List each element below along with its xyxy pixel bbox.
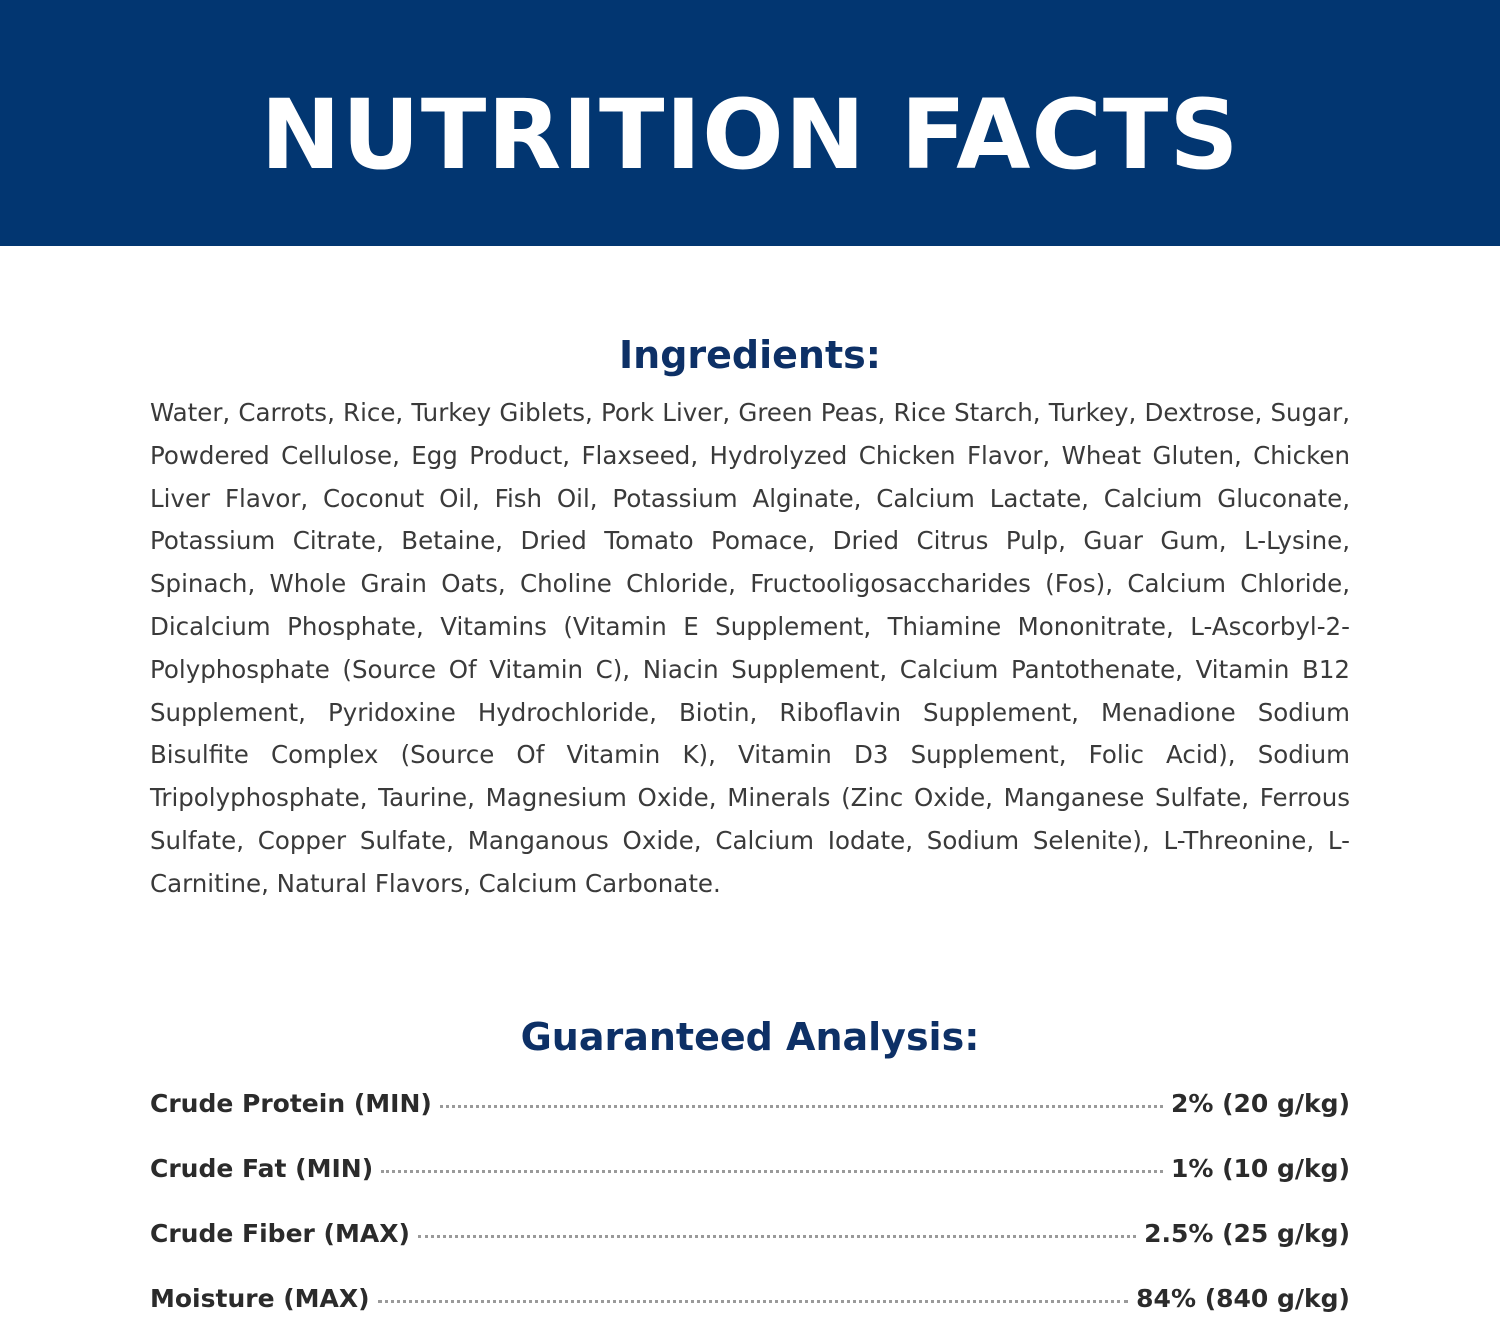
nutrient-value: 2.5% (25 g/kg) [1144,1219,1350,1248]
dot-leader [439,1105,1163,1108]
header-banner: NUTRITION FACTS [0,0,1500,246]
nutrient-value: 1% (10 g/kg) [1170,1154,1350,1183]
analysis-row: Moisture (MAX) 84% (840 g/kg) [150,1279,1350,1344]
nutrient-label: Crude Fat (MIN) [150,1154,374,1183]
page: NUTRITION FACTS Ingredients: Water, Carr… [0,0,1500,1313]
nutrient-value: 84% (840 g/kg) [1136,1284,1350,1313]
page-title: NUTRITION FACTS [260,79,1240,191]
dot-leader [377,1300,1129,1303]
analysis-heading: Guaranteed Analysis: [520,1015,980,1059]
dot-leader [381,1170,1163,1173]
analysis-row: Crude Fat (MIN) 1% (10 g/kg) [150,1149,1350,1214]
dot-leader [417,1235,1137,1238]
nutrient-label: Crude Protein (MIN) [150,1089,432,1118]
analysis-table: Crude Protein (MIN) 2% (20 g/kg) Crude Fat… [150,1084,1350,1344]
ingredients-text: Water, Carrots, Rice, Turkey Giblets, Po… [150,398,1350,898]
nutrient-label: Moisture (MAX) [150,1284,370,1313]
ingredients-heading: Ingredients: [619,333,881,377]
nutrient-label: Crude Fiber (MAX) [150,1219,410,1248]
nutrient-value: 2% (20 g/kg) [1170,1089,1350,1118]
analysis-row: Crude Fiber (MAX) 2.5% (25 g/kg) [150,1214,1350,1279]
analysis-row: Crude Protein (MIN) 2% (20 g/kg) [150,1084,1350,1149]
